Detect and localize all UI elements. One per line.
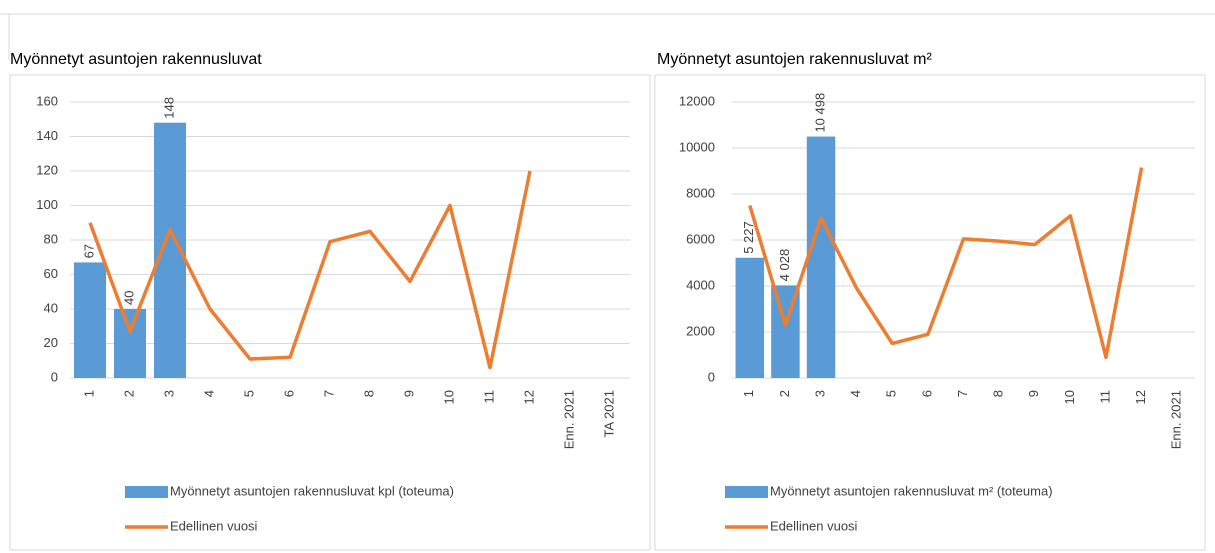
data-label: 40 — [121, 291, 136, 305]
y-tick-label: 0 — [708, 369, 715, 384]
y-tick-label: 60 — [44, 266, 58, 281]
x-tick-label: 6 — [919, 390, 934, 397]
legend-label: Myönnetyt asuntojen rakennusluvat m² (to… — [770, 483, 1053, 498]
data-label: 148 — [161, 97, 176, 119]
y-tick-label: 4000 — [686, 277, 715, 292]
line-series — [748, 167, 1144, 360]
x-tick-label: TA 2021 — [601, 390, 616, 437]
x-tick-label: 6 — [281, 390, 296, 397]
x-tick-label: Enn. 2021 — [561, 390, 576, 449]
y-tick-label: 6000 — [686, 231, 715, 246]
x-tick-label: 1 — [81, 390, 96, 397]
y-tick-label: 12000 — [679, 93, 715, 108]
x-tick-label: 11 — [481, 390, 496, 404]
x-tick-label: 9 — [1026, 390, 1041, 397]
x-tick-label: 4 — [848, 390, 863, 397]
bar — [114, 309, 146, 378]
x-tick-label: 8 — [361, 390, 376, 397]
y-tick-label: 100 — [36, 197, 58, 212]
data-label: 4 028 — [777, 249, 792, 282]
x-tick-label: 2 — [777, 390, 792, 397]
chart-frame — [654, 74, 1206, 551]
line-series — [88, 170, 532, 370]
bar — [74, 262, 106, 378]
data-label: 5 227 — [741, 221, 756, 254]
legend-swatch — [725, 486, 768, 498]
x-tick-label: 1 — [741, 390, 756, 397]
y-tick-label: 2000 — [686, 323, 715, 338]
x-tick-label: 9 — [401, 390, 416, 397]
y-tick-label: 8000 — [686, 185, 715, 200]
legend-swatch — [125, 486, 168, 498]
data-label: 67 — [81, 244, 96, 258]
x-tick-label: 12 — [521, 390, 536, 404]
x-tick-label: 3 — [812, 390, 827, 397]
y-tick-label: 140 — [36, 128, 58, 143]
chart-frame — [9, 74, 651, 551]
x-tick-label: 10 — [441, 390, 456, 404]
y-tick-label: 120 — [36, 162, 58, 177]
y-tick-label: 10000 — [679, 139, 715, 154]
x-tick-label: 4 — [201, 390, 216, 397]
legend-label: Myönnetyt asuntojen rakennusluvat kpl (t… — [170, 483, 454, 498]
y-tick-label: 40 — [44, 300, 58, 315]
y-tick-label: 160 — [36, 93, 58, 108]
data-label: 10 498 — [812, 93, 827, 133]
bar — [806, 136, 836, 378]
x-tick-label: 2 — [121, 390, 136, 397]
x-tick-label: 11 — [1097, 390, 1112, 404]
y-tick-label: 80 — [44, 231, 58, 246]
legend-label: Edellinen vuosi — [170, 518, 258, 533]
x-tick-label: 7 — [321, 390, 336, 397]
x-tick-label: 5 — [241, 390, 256, 397]
x-tick-label: 12 — [1133, 390, 1148, 404]
y-tick-label: 20 — [44, 335, 58, 350]
x-tick-label: 8 — [991, 390, 1006, 397]
chart-title: Myönnetyt asuntojen rakennusluvat m² — [657, 51, 932, 68]
x-tick-label: 10 — [1062, 390, 1077, 404]
x-tick-label: 5 — [884, 390, 899, 397]
chart-title: Myönnetyt asuntojen rakennusluvat — [10, 51, 262, 68]
bar — [735, 257, 765, 378]
legend-label: Edellinen vuosi — [770, 518, 858, 533]
x-tick-label: 3 — [161, 390, 176, 397]
x-tick-label: Enn. 2021 — [1169, 390, 1184, 449]
x-tick-label: 7 — [955, 390, 970, 397]
y-tick-label: 0 — [51, 369, 58, 384]
